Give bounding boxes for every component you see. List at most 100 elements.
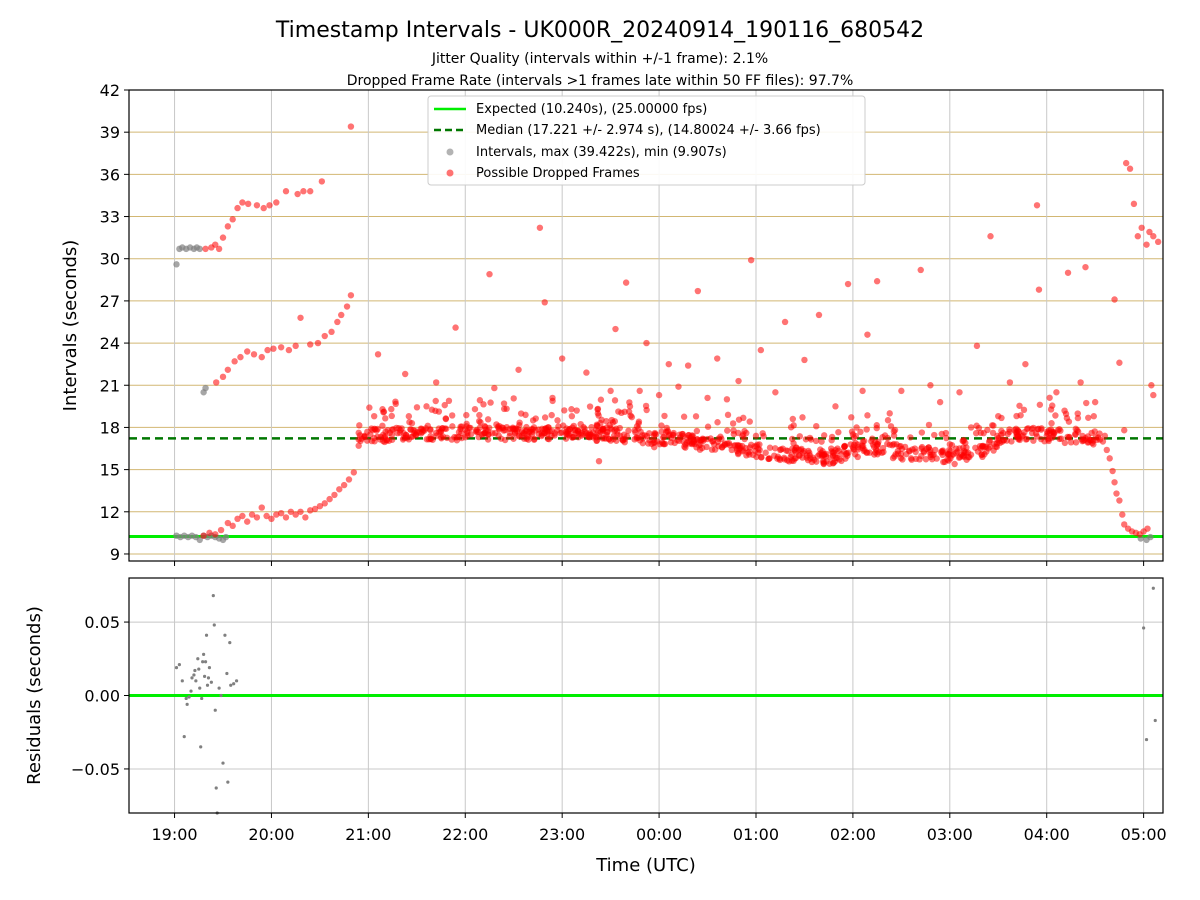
- dropped-frame-point: [796, 433, 803, 440]
- dropped-frame-point: [1043, 432, 1050, 440]
- dropped-frame-point: [462, 434, 469, 441]
- dropped-frame-point: [445, 397, 453, 405]
- dropped-frame-point: [709, 438, 716, 445]
- dropped-frame-point: [530, 436, 538, 443]
- y-tick: 0.00: [84, 687, 129, 706]
- residual-point: [213, 708, 217, 712]
- x-tick-label: 03:00: [927, 825, 973, 844]
- dropped-frame-point: [1083, 399, 1090, 407]
- dropped-frame-point: [374, 433, 381, 440]
- dropped-frame-point: [790, 422, 797, 429]
- dropped-frame-point: [544, 428, 551, 435]
- dropped-frame-point: [453, 437, 461, 444]
- dropped-frame-point: [893, 441, 900, 448]
- dropped-frame-point: [1037, 435, 1045, 443]
- dropped-frame-point: [799, 414, 806, 421]
- dropped-frame-point: [405, 413, 413, 420]
- residual-point: [192, 673, 196, 677]
- dropped-frame-point: [338, 311, 345, 319]
- dropped-frame-point: [1047, 406, 1055, 413]
- dropped-frame-point: [244, 518, 251, 525]
- dropped-frame-point: [321, 500, 328, 507]
- dropped-frame-point: [1121, 427, 1128, 434]
- dropped-frame-point: [758, 454, 765, 461]
- dropped-frame-point: [321, 332, 328, 340]
- dropped-frame-point: [326, 495, 333, 503]
- dropped-frame-point: [1116, 359, 1123, 366]
- dropped-frame-point: [1057, 427, 1064, 434]
- dropped-frame-point: [437, 434, 445, 441]
- x-tick: 23:00: [539, 813, 585, 844]
- dropped-frame-point: [1063, 414, 1071, 422]
- y-tick: 27: [100, 292, 129, 311]
- dropped-frame-point: [819, 448, 826, 455]
- dropped-frame-point: [834, 445, 841, 452]
- dropped-frame-point: [548, 411, 555, 419]
- dropped-frame-point: [1064, 269, 1072, 276]
- residual-point: [199, 745, 203, 749]
- dropped-frame-point: [718, 443, 726, 451]
- dropped-frame-point: [985, 438, 993, 446]
- residual-point: [209, 680, 213, 684]
- dropped-frame-point: [610, 432, 618, 439]
- dropped-frame-point: [890, 428, 898, 435]
- dropped-frame-point: [832, 403, 839, 410]
- dropped-frame-point: [704, 423, 712, 430]
- dropped-frame-point: [695, 442, 703, 449]
- dropped-frame-point: [838, 450, 845, 458]
- dropped-frame-point: [995, 412, 1002, 420]
- y-tick: 30: [100, 250, 129, 269]
- dropped-frame-point: [864, 412, 871, 419]
- dropped-frame-point: [724, 427, 731, 434]
- dropped-frame-point: [789, 435, 796, 443]
- interval-point: [196, 536, 203, 544]
- y-tick-label: −0.05: [71, 760, 120, 779]
- dropped-frame-point: [972, 444, 979, 451]
- dropped-frame-point: [294, 190, 301, 198]
- legend-swatch-dropped: [446, 169, 454, 177]
- dropped-frame-point: [658, 428, 665, 435]
- dropped-frame-point: [510, 395, 517, 402]
- dropped-frame-point: [379, 406, 386, 413]
- dropped-frame-point: [554, 417, 561, 424]
- y-tick: 36: [100, 165, 129, 184]
- dropped-frame-point: [510, 435, 517, 442]
- x-tick-label: 20:00: [248, 825, 294, 844]
- dropped-frame-point: [253, 202, 261, 209]
- y-tick-label: 9: [110, 545, 120, 564]
- dropped-frame-point: [599, 425, 607, 433]
- dropped-frame-point: [964, 453, 972, 461]
- dropped-frame-point: [887, 423, 895, 430]
- interval-point: [196, 245, 203, 253]
- dropped-frame-point: [497, 435, 505, 442]
- dropped-frame-point: [1048, 420, 1055, 427]
- residual-point: [202, 652, 206, 656]
- dropped-frame-point: [723, 396, 731, 403]
- dropped-frame-point: [820, 432, 828, 439]
- dropped-frame-point: [535, 426, 542, 433]
- dropped-frame-point: [889, 454, 897, 462]
- y-tick-label: 33: [100, 208, 120, 227]
- dropped-frame-point: [886, 410, 893, 417]
- dropped-frame-point: [879, 434, 886, 441]
- dropped-frame-point: [487, 399, 494, 406]
- dropped-frame-point: [432, 429, 440, 437]
- dropped-frame-point: [979, 453, 986, 461]
- y-tick-label: 15: [100, 461, 120, 480]
- dropped-frame-point: [307, 341, 314, 348]
- dropped-frame-point: [418, 425, 425, 433]
- dropped-frame-point: [1030, 437, 1037, 444]
- dropped-frame-point: [224, 519, 232, 527]
- dropped-frame-point: [842, 455, 849, 462]
- dropped-frame-point: [631, 436, 638, 443]
- dropped-frame-point: [382, 415, 389, 422]
- dropped-frame-point: [200, 532, 207, 539]
- dropped-frame-point: [361, 432, 368, 440]
- dropped-frame-point: [347, 292, 355, 299]
- x-tick-label: 19:00: [151, 825, 197, 844]
- dropped-frame-point: [394, 429, 401, 437]
- dropped-frame-point: [1058, 435, 1065, 442]
- dropped-frame-point: [370, 412, 378, 420]
- dropped-frame-point: [642, 402, 650, 410]
- dropped-frame-point: [536, 224, 544, 231]
